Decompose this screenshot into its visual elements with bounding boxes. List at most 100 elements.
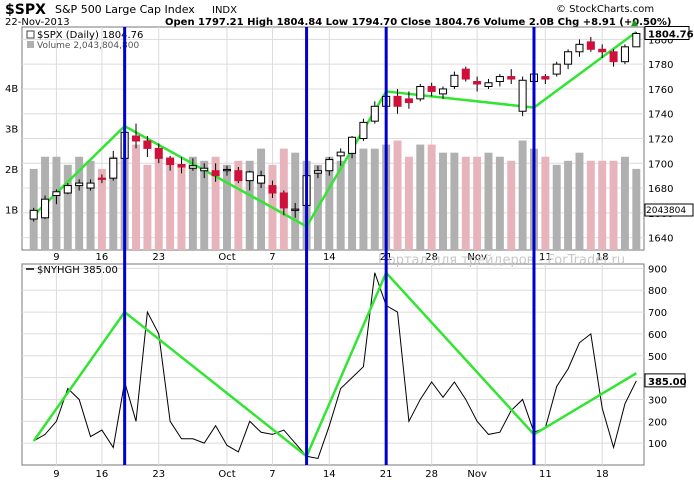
- nyhgh-y-tick-label: 800: [648, 286, 667, 297]
- volume-bar: [359, 148, 368, 250]
- candle-body: [257, 175, 266, 184]
- header-exchange: INDX: [212, 5, 237, 16]
- nyhgh-x-tick-label: 28: [425, 469, 438, 480]
- candle-body: [86, 182, 95, 189]
- nyhgh-y-axis: 100200300400500600700800900: [648, 264, 667, 450]
- candle-body: [188, 165, 197, 169]
- candle-body: [359, 121, 368, 140]
- candle-body: [552, 63, 561, 75]
- volume-y-tick-label: 2B: [5, 165, 18, 176]
- volume-bar: [416, 144, 425, 250]
- volume-bar: [257, 148, 266, 250]
- volume-bar: [143, 164, 152, 250]
- volume-bar: [245, 160, 254, 250]
- candle-body: [450, 74, 459, 87]
- volume-bar: [632, 168, 641, 250]
- candle-body: [143, 140, 152, 149]
- volume-bar: [461, 156, 470, 250]
- volume-bar: [450, 152, 459, 250]
- volume-legend-text: Volume 2,043,804,800: [37, 41, 139, 51]
- candle-body: [109, 157, 118, 179]
- candle-body: [484, 82, 493, 87]
- price-y-tick-label: 1800: [648, 35, 673, 46]
- candle-body: [211, 170, 220, 177]
- volume-bar: [348, 152, 357, 250]
- candle-body: [348, 136, 357, 154]
- price-x-tick-label: 9: [53, 252, 59, 263]
- volume-bar: [188, 156, 197, 250]
- volume-y-tick-label: 3B: [5, 124, 18, 135]
- candle-body: [279, 192, 288, 209]
- volume-bar: [75, 156, 84, 250]
- price-legend: $SPX (Daily) 1804.76: [26, 30, 143, 41]
- volume-bar: [393, 140, 402, 250]
- volume-bar: [63, 164, 72, 250]
- volume-bar: [132, 144, 140, 250]
- volume-bar: [325, 156, 334, 250]
- nyhgh-x-tick-label: Nov: [467, 469, 487, 480]
- price-legend-swatch: [26, 30, 35, 39]
- candle-body: [234, 170, 243, 182]
- candle-body: [473, 81, 482, 85]
- nyhgh-panel: 100200300400500600700800900 $NYHGH 385.0…: [21, 253, 687, 466]
- price-x-tick-label: 14: [323, 252, 336, 263]
- volume-bars: [29, 140, 641, 250]
- volume-bar: [97, 168, 106, 250]
- volume-bar: [495, 156, 504, 250]
- candle-body: [416, 85, 425, 100]
- nyhgh-x-tick-label: 9: [53, 469, 59, 480]
- volume-bar: [109, 156, 118, 250]
- volume-bar: [552, 164, 561, 250]
- candle-body: [177, 164, 186, 168]
- candle-body: [427, 85, 436, 92]
- price-y-tick-label: 1640: [648, 234, 673, 245]
- vertical-markers: [123, 27, 536, 465]
- header-credit: © StockCharts.com: [556, 4, 654, 15]
- candle-body: [370, 105, 379, 122]
- price-y-tick-label: 1740: [648, 110, 673, 121]
- candle-body: [97, 177, 106, 180]
- nyhgh-x-tick-label: Oct: [218, 469, 235, 480]
- candle-body: [586, 41, 595, 50]
- price-x-tick-label: Nov: [467, 252, 487, 263]
- price-x-tick-label: 18: [596, 252, 609, 263]
- price-last-box: [644, 25, 690, 40]
- candle-body: [131, 135, 141, 142]
- candle-body: [518, 79, 527, 112]
- candle-body: [336, 151, 345, 157]
- volume-bar: [336, 160, 345, 250]
- nyhgh-y-tick-label: 100: [648, 439, 667, 450]
- header-name: S&P 500 Large Cap Index: [55, 3, 195, 16]
- price-legend-text: $SPX (Daily) 1804.76: [37, 30, 143, 41]
- volume-bar: [370, 148, 379, 250]
- price-y-tick-label: 1680: [648, 184, 673, 195]
- nyhgh-last-label: 385.00: [648, 377, 687, 388]
- volume-bar: [200, 160, 209, 250]
- price-panel: 164016601680170017201740176017801800 4B3…: [5, 25, 694, 251]
- volume-last-marker: 2043804: [644, 203, 694, 217]
- volume-y-tick-label: 1B: [5, 205, 18, 216]
- price-x-tick-label: 7: [269, 252, 275, 263]
- price-y-tick-label: 1780: [648, 60, 673, 71]
- candle-body: [495, 76, 504, 83]
- price-x-tick-label: 16: [96, 252, 109, 263]
- candle-body: [575, 43, 584, 53]
- candle-body: [52, 191, 61, 196]
- volume-bar: [166, 156, 175, 250]
- volume-bar: [291, 152, 300, 250]
- candle-body: [154, 147, 163, 159]
- header-ohlc-line: Open 1797.21 High 1804.84 Low 1794.70 Cl…: [165, 17, 671, 28]
- volume-bar: [427, 144, 436, 250]
- nyhgh-x-tick-label: 16: [96, 469, 109, 480]
- nyhgh-legend-text: $NYHGH 385.00: [37, 265, 118, 276]
- volume-bar: [620, 156, 629, 250]
- volume-last-box: [644, 203, 694, 217]
- nyhgh-series-line: [33, 272, 637, 460]
- volume-bar: [211, 156, 220, 250]
- candle-body: [620, 46, 629, 63]
- candle-body: [268, 185, 277, 194]
- nyhgh-x-tick-label: 7: [269, 469, 275, 480]
- volume-bar: [439, 152, 447, 250]
- volume-bar: [484, 152, 493, 250]
